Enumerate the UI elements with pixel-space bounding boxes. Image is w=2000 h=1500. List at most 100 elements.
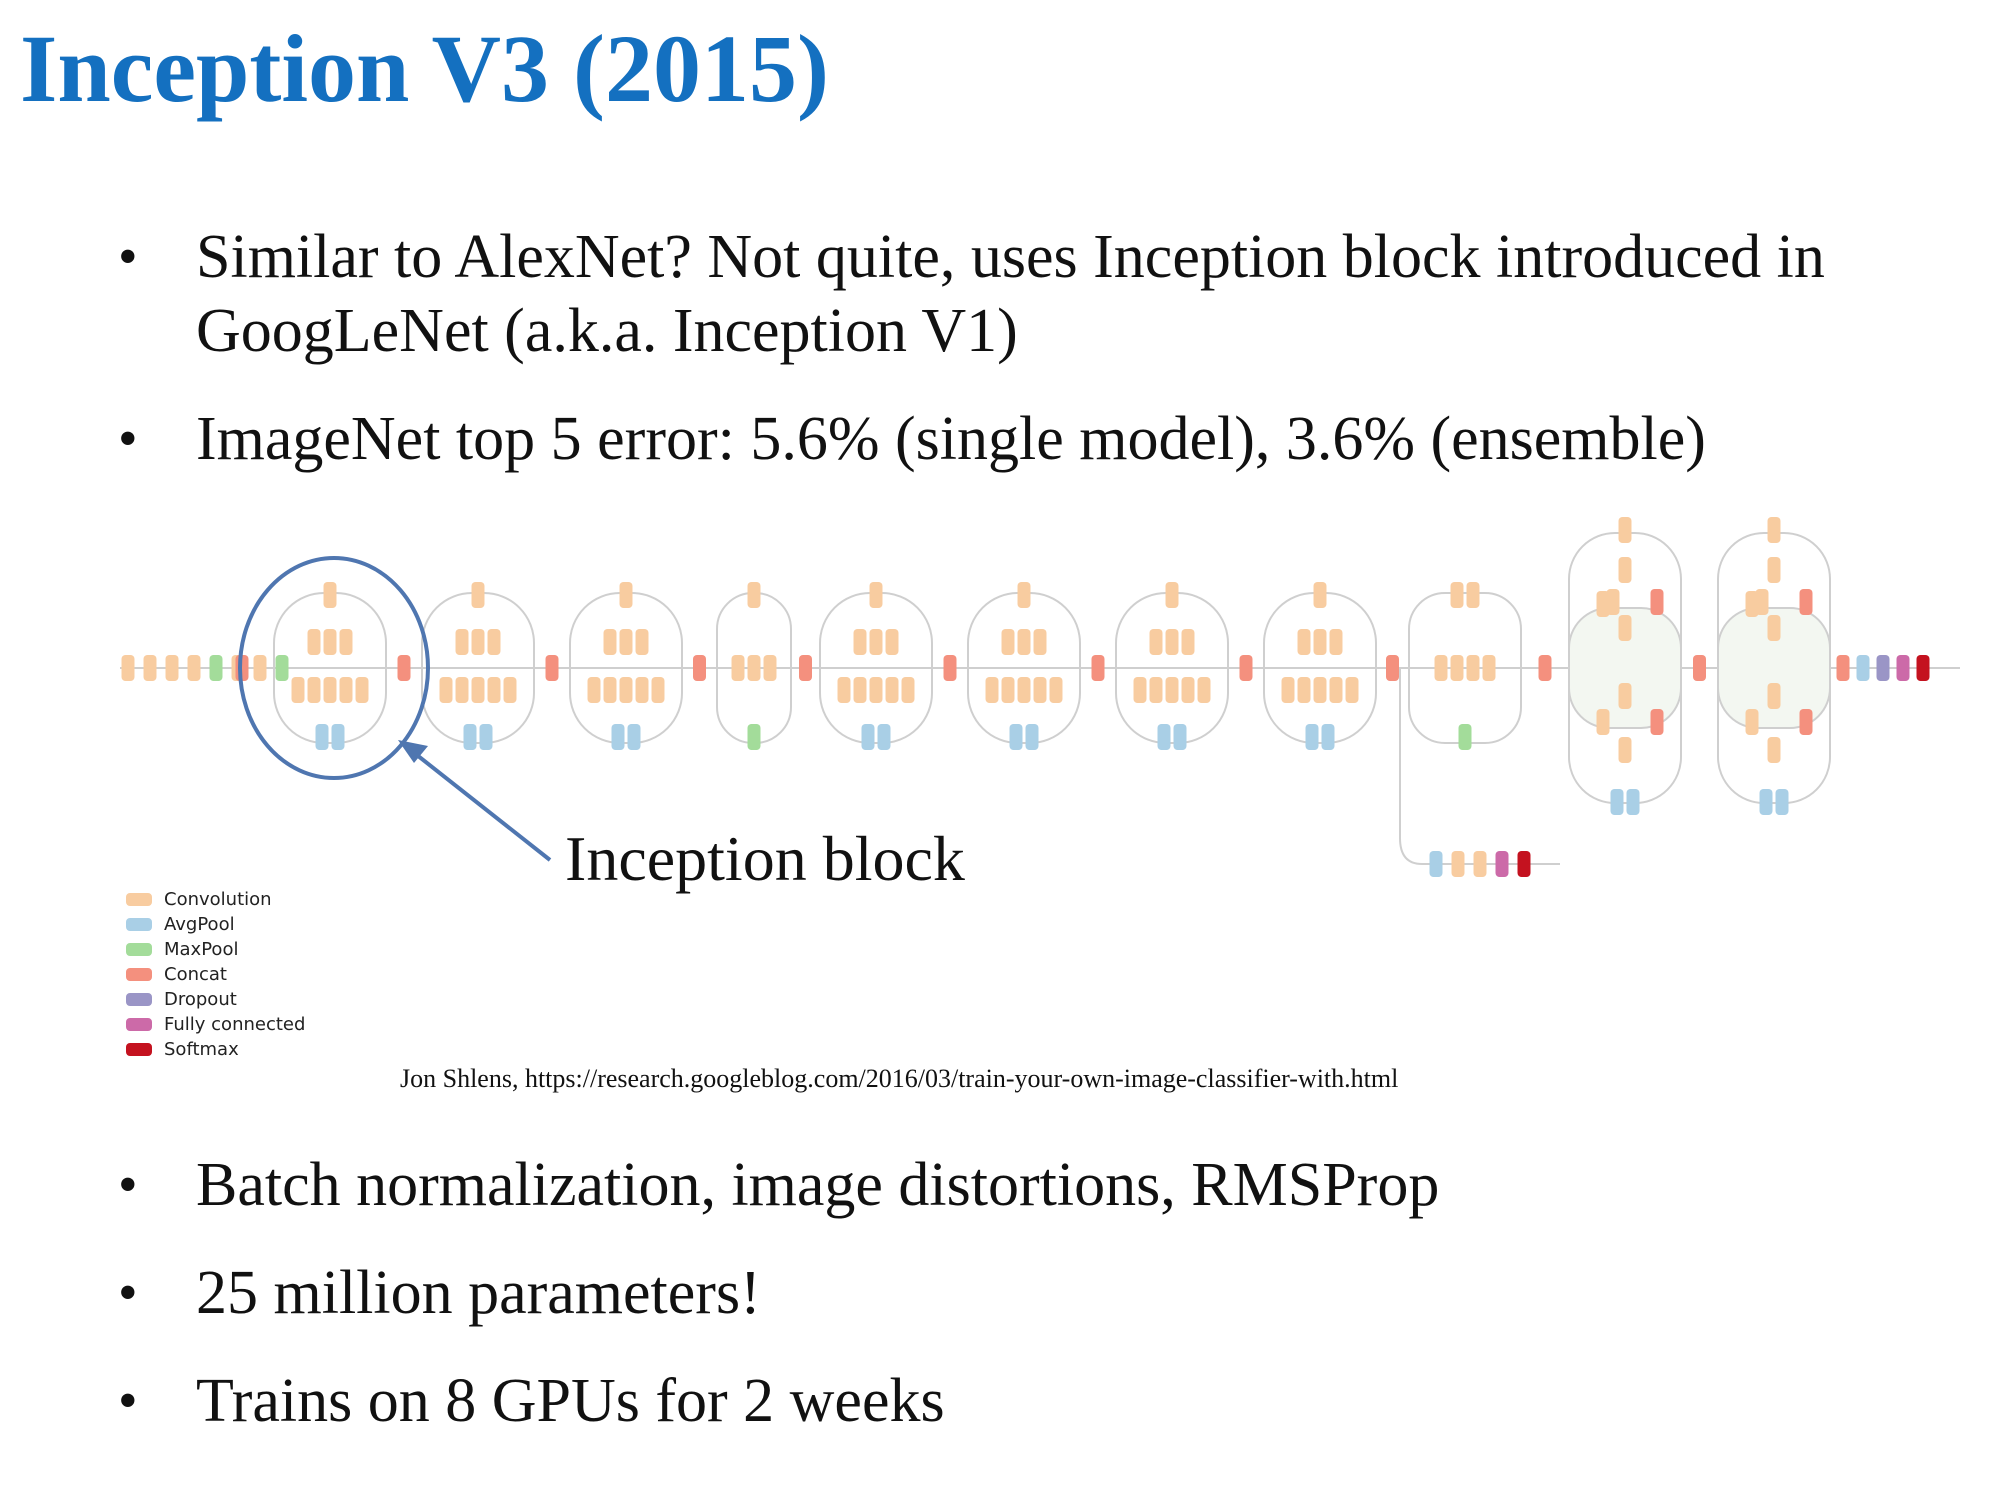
- conv-node: [291, 677, 305, 703]
- avgpool-node: [463, 724, 477, 750]
- legend-label: Softmax: [164, 1039, 239, 1060]
- maxpool-node: [747, 724, 761, 750]
- bullet-dot: •: [118, 408, 138, 470]
- conv-node: [1197, 677, 1211, 703]
- avgpool-node: [1759, 789, 1773, 815]
- legend-swatch: [126, 918, 152, 931]
- conv-node: [635, 677, 649, 703]
- conv-node: [869, 677, 883, 703]
- conv-node: [1297, 677, 1311, 703]
- conv-node: [1451, 851, 1465, 877]
- concat-node: [1091, 655, 1105, 681]
- conv-node: [307, 629, 321, 655]
- concat-node: [943, 655, 957, 681]
- avgpool-node: [1429, 851, 1443, 877]
- conv-node: [885, 629, 899, 655]
- conv-node: [731, 655, 745, 681]
- avgpool-node: [627, 724, 641, 750]
- avgpool-node: [1305, 724, 1319, 750]
- bullet-dot: •: [118, 226, 138, 288]
- conv-node: [471, 677, 485, 703]
- conv-node: [323, 629, 337, 655]
- conv-node: [455, 677, 469, 703]
- conv-node: [121, 655, 135, 681]
- conv-node: [487, 629, 501, 655]
- avgpool-node: [1173, 724, 1187, 750]
- bullet-text: 25 million parameters!: [196, 1259, 761, 1327]
- conv-node: [869, 582, 883, 608]
- avgpool-node: [1856, 655, 1870, 681]
- annotation-arrow-shaft: [406, 746, 552, 862]
- conv-node: [1755, 589, 1769, 615]
- conv-node: [1618, 517, 1632, 543]
- legend-item-dropout: Dropout: [126, 987, 305, 1012]
- concat-node: [1650, 709, 1664, 735]
- conv-node: [1767, 615, 1781, 641]
- maxpool-node: [1458, 724, 1472, 750]
- avgpool-node: [611, 724, 625, 750]
- concat-node: [799, 655, 812, 681]
- bullet-text: Similar to AlexNet? Not quite, uses Ince…: [196, 223, 1825, 365]
- legend-swatch: [126, 993, 152, 1006]
- conv-node: [1017, 629, 1031, 655]
- conv-node: [1767, 517, 1781, 543]
- bullet-text: Trains on 8 GPUs for 2 weeks: [196, 1367, 945, 1435]
- avgpool-node: [479, 724, 493, 750]
- conv-node: [471, 629, 485, 655]
- conv-node: [1033, 677, 1047, 703]
- concat-node: [1836, 655, 1850, 681]
- conv-node: [619, 582, 633, 608]
- avgpool-node: [1157, 724, 1171, 750]
- conv-node: [885, 677, 899, 703]
- avgpool-node: [861, 724, 875, 750]
- bullet-item: • Similar to AlexNet? Not quite, uses In…: [0, 220, 2000, 368]
- concat-node: [1650, 589, 1664, 615]
- conv-node: [1434, 655, 1448, 681]
- legend: Convolution AvgPool MaxPool Concat Dropo…: [126, 887, 305, 1062]
- conv-node: [603, 629, 617, 655]
- aux-branch-edge: [1399, 668, 1560, 865]
- conv-node: [165, 655, 179, 681]
- conv-node: [1618, 737, 1632, 763]
- legend-item-avgpool: AvgPool: [126, 912, 305, 937]
- fc-node: [1896, 655, 1910, 681]
- figure-credit: Jon Shlens, https://research.googleblog.…: [400, 1064, 1399, 1093]
- conv-node: [837, 677, 851, 703]
- legend-item-softmax: Softmax: [126, 1037, 305, 1062]
- conv-node: [1450, 655, 1464, 681]
- bullet-text: Batch normalization, image distortions, …: [196, 1151, 1440, 1219]
- conv-node: [187, 655, 201, 681]
- conv-node: [1606, 589, 1620, 615]
- conv-node: [1133, 677, 1147, 703]
- conv-node: [1049, 677, 1063, 703]
- conv-node: [1466, 582, 1480, 608]
- conv-node: [747, 655, 761, 681]
- conv-node: [143, 655, 157, 681]
- conv-node: [1313, 677, 1327, 703]
- conv-node: [1001, 677, 1015, 703]
- conv-node: [1149, 677, 1163, 703]
- avgpool-node: [315, 724, 329, 750]
- concat-node: [1693, 655, 1706, 681]
- conv-node: [763, 655, 777, 681]
- conv-node: [1165, 629, 1179, 655]
- conv-node: [1618, 683, 1632, 709]
- legend-label: Dropout: [164, 989, 237, 1010]
- legend-item-convolution: Convolution: [126, 887, 305, 912]
- conv-node: [1329, 629, 1343, 655]
- bullet-item: • ImageNet top 5 error: 5.6% (single mod…: [0, 402, 2000, 476]
- conv-node: [339, 629, 353, 655]
- conv-node: [1017, 582, 1031, 608]
- conv-node: [355, 677, 369, 703]
- conv-node: [487, 677, 501, 703]
- legend-label: Fully connected: [164, 1014, 306, 1035]
- conv-node: [307, 677, 321, 703]
- bullet-text: ImageNet top 5 error: 5.6% (single model…: [196, 405, 1706, 473]
- conv-node: [1767, 737, 1781, 763]
- annotation-arrow-head: [398, 740, 428, 763]
- bullet-list-top: • Similar to AlexNet? Not quite, uses In…: [0, 220, 2000, 510]
- conv-node: [339, 677, 353, 703]
- softmax-node: [1517, 851, 1531, 877]
- conv-node: [1181, 677, 1195, 703]
- bullet-dot: •: [118, 1262, 138, 1324]
